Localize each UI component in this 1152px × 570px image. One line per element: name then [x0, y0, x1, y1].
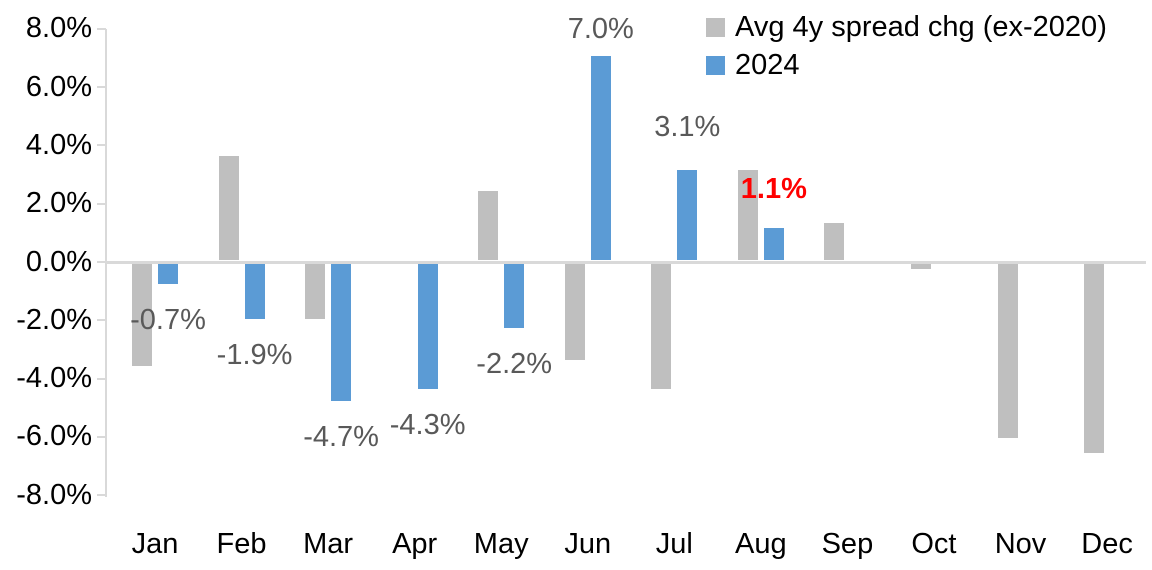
y-axis-tick [97, 319, 106, 322]
bar-avg-oct [910, 263, 931, 270]
bar-avg-jan [132, 263, 152, 366]
y-axis-tick [97, 27, 106, 30]
x-axis-label-mar: Mar [303, 528, 354, 560]
bar-avg-nov [997, 263, 1018, 439]
x-axis-label-feb: Feb [216, 528, 267, 560]
bar-2024-mar [331, 263, 352, 401]
bar-avg-sep [824, 222, 845, 261]
x-axis-label-jun: Jun [564, 528, 612, 560]
legend-item-2024: 2024 [706, 46, 1107, 84]
x-axis-label-dec: Dec [1081, 528, 1133, 560]
y-axis-tick-label: 8.0% [25, 12, 92, 45]
data-label-feb: -1.9% [216, 338, 293, 371]
y-axis-tick-label: -4.0% [16, 362, 92, 395]
y-axis-tick [97, 494, 106, 497]
legend-item-avg: Avg 4y spread chg (ex-2020) [706, 8, 1107, 46]
chart-legend: Avg 4y spread chg (ex-2020) 2024 [706, 8, 1107, 84]
bar-2024-apr [417, 263, 438, 389]
data-label-jun: 7.0% [567, 13, 634, 46]
y-axis-tick [97, 202, 106, 205]
bar-2024-jan [158, 263, 178, 284]
y-axis-tick [97, 144, 106, 147]
bar-avg-jun [564, 263, 585, 360]
y-axis-tick-label: 4.0% [25, 128, 92, 161]
y-axis-tick [97, 377, 106, 380]
data-label-may: -2.2% [476, 347, 553, 380]
x-axis-label-sep: Sep [821, 528, 874, 560]
x-axis-label-aug: Aug [735, 528, 787, 560]
data-label-jul: 3.1% [654, 111, 721, 144]
zero-gridline [106, 260, 1146, 264]
data-label-apr: -4.3% [389, 408, 466, 441]
bar-2024-may [504, 263, 525, 328]
x-axis-label-oct: Oct [911, 528, 957, 560]
legend-label: Avg 4y spread chg (ex-2020) [735, 10, 1107, 43]
y-axis-tick-label: -6.0% [16, 420, 92, 453]
x-axis-label-nov: Nov [994, 528, 1047, 560]
data-label-mar: -4.7% [303, 420, 379, 453]
x-axis-label-apr: Apr [392, 528, 438, 560]
bar-2024-jun [590, 56, 611, 261]
bar-avg-jul [651, 263, 672, 389]
bar-2024-feb [244, 263, 265, 319]
x-axis-label-jan: Jan [131, 528, 179, 560]
y-axis-tick [97, 435, 106, 438]
y-axis-tick-label: -8.0% [16, 478, 92, 511]
bar-avg-mar [305, 263, 326, 319]
bar-2024-aug [763, 228, 784, 261]
bar-avg-may [478, 190, 499, 261]
data-label-jan: -0.7% [130, 303, 206, 336]
y-axis-tick [97, 86, 106, 89]
bar-avg-feb [218, 155, 239, 261]
y-axis-tick-label: 0.0% [25, 245, 92, 278]
legend-swatch-blue [706, 55, 725, 75]
legend-swatch-gray [706, 17, 725, 37]
legend-label: 2024 [735, 48, 800, 81]
data-label-aug: 1.1% [740, 173, 807, 206]
y-axis-tick-label: 6.0% [25, 70, 92, 103]
bar-avg-dec [1084, 263, 1105, 453]
x-axis-label-jul: Jul [655, 528, 693, 560]
y-axis-tick-label: -2.0% [16, 303, 92, 336]
y-axis-tick-label: 2.0% [25, 187, 92, 220]
x-axis-label-may: May [473, 528, 529, 560]
y-axis-tick [97, 261, 106, 263]
bar-2024-jul [677, 170, 698, 261]
bar-avg-aug [737, 170, 758, 261]
